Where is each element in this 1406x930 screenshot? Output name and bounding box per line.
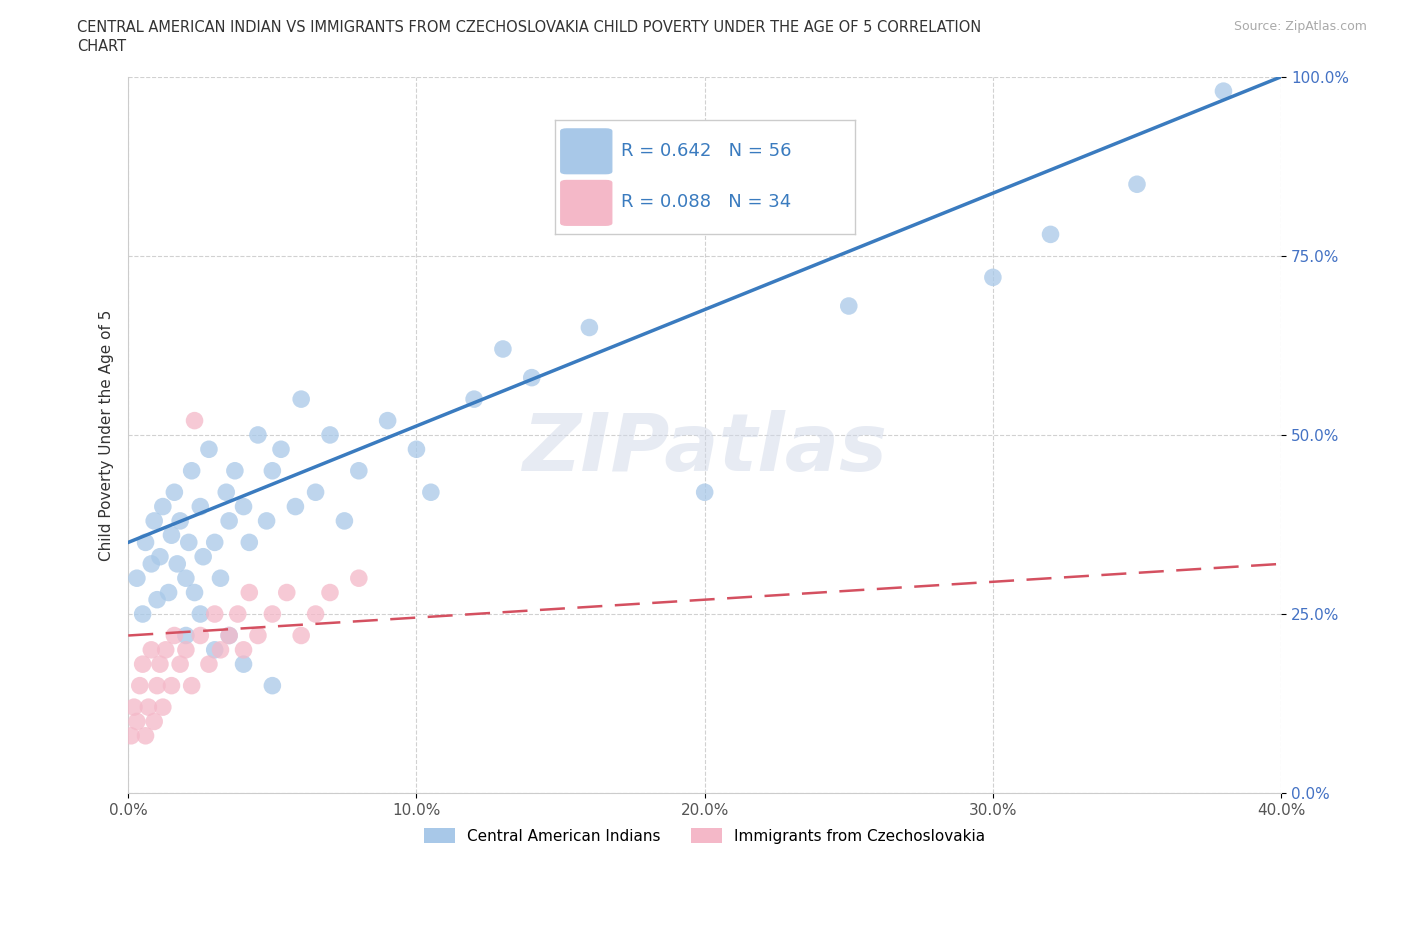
Legend: Central American Indians, Immigrants from Czechoslovakia: Central American Indians, Immigrants fro…: [418, 822, 991, 850]
Point: [163, 485, 186, 499]
Point: [180, 678, 202, 693]
Point: [520, 370, 543, 385]
Point: [131, 606, 153, 621]
Point: [224, 463, 246, 478]
Point: [183, 413, 205, 428]
Point: [347, 463, 370, 478]
Point: [262, 678, 284, 693]
Point: [1126, 177, 1149, 192]
Point: [232, 643, 254, 658]
Point: [131, 657, 153, 671]
Point: [174, 571, 197, 586]
Point: [304, 485, 326, 499]
Point: [246, 428, 269, 443]
Point: [276, 585, 298, 600]
Point: [290, 392, 312, 406]
Point: [155, 643, 177, 658]
Point: [169, 657, 191, 671]
Point: [218, 628, 240, 643]
Point: [232, 499, 254, 514]
Point: [149, 550, 172, 565]
Point: [160, 678, 183, 693]
Point: [141, 643, 163, 658]
Point: [152, 699, 174, 714]
Point: [693, 485, 716, 499]
Point: [377, 413, 399, 428]
Point: [138, 699, 160, 714]
Point: [125, 714, 148, 729]
Point: [463, 392, 485, 406]
Point: [188, 499, 211, 514]
Point: [319, 585, 342, 600]
Point: [128, 678, 150, 693]
Point: [188, 628, 211, 643]
Point: [135, 728, 157, 743]
Point: [143, 513, 166, 528]
Point: [578, 320, 600, 335]
Point: [122, 699, 145, 714]
Point: [198, 657, 221, 671]
Text: Source: ZipAtlas.com: Source: ZipAtlas.com: [1233, 20, 1367, 33]
Point: [183, 585, 205, 600]
Point: [193, 550, 215, 565]
Point: [141, 556, 163, 571]
Point: [333, 513, 356, 528]
Point: [174, 628, 197, 643]
Point: [209, 571, 232, 586]
Point: [166, 556, 188, 571]
Point: [492, 341, 515, 356]
Point: [218, 628, 240, 643]
Point: [143, 714, 166, 729]
Y-axis label: Child Poverty Under the Age of 5: Child Poverty Under the Age of 5: [100, 310, 114, 561]
Point: [246, 628, 269, 643]
Point: [163, 628, 186, 643]
Point: [146, 592, 169, 607]
Point: [160, 528, 183, 543]
Point: [198, 442, 221, 457]
Point: [262, 463, 284, 478]
Point: [232, 657, 254, 671]
Point: [125, 571, 148, 586]
Point: [419, 485, 441, 499]
Point: [209, 643, 232, 658]
Point: [169, 513, 191, 528]
Point: [347, 571, 370, 586]
Text: ZIPatlas: ZIPatlas: [522, 410, 887, 488]
Point: [218, 513, 240, 528]
Point: [157, 585, 180, 600]
Point: [204, 643, 226, 658]
Point: [204, 535, 226, 550]
Point: [270, 442, 292, 457]
Point: [1212, 84, 1234, 99]
Point: [405, 442, 427, 457]
Point: [238, 535, 260, 550]
Point: [238, 585, 260, 600]
Point: [262, 606, 284, 621]
Point: [135, 535, 157, 550]
Point: [188, 606, 211, 621]
Point: [284, 499, 307, 514]
Point: [319, 428, 342, 443]
Point: [146, 678, 169, 693]
Point: [290, 628, 312, 643]
Point: [152, 499, 174, 514]
Point: [1039, 227, 1062, 242]
Point: [838, 299, 860, 313]
Text: CHART: CHART: [77, 39, 127, 54]
Point: [981, 270, 1004, 285]
Point: [149, 657, 172, 671]
Point: [174, 643, 197, 658]
Point: [256, 513, 278, 528]
Point: [204, 606, 226, 621]
Point: [180, 463, 202, 478]
Point: [177, 535, 200, 550]
Text: CENTRAL AMERICAN INDIAN VS IMMIGRANTS FROM CZECHOSLOVAKIA CHILD POVERTY UNDER TH: CENTRAL AMERICAN INDIAN VS IMMIGRANTS FR…: [77, 20, 981, 35]
Point: [304, 606, 326, 621]
Point: [226, 606, 249, 621]
Point: [215, 485, 238, 499]
Point: [120, 728, 142, 743]
